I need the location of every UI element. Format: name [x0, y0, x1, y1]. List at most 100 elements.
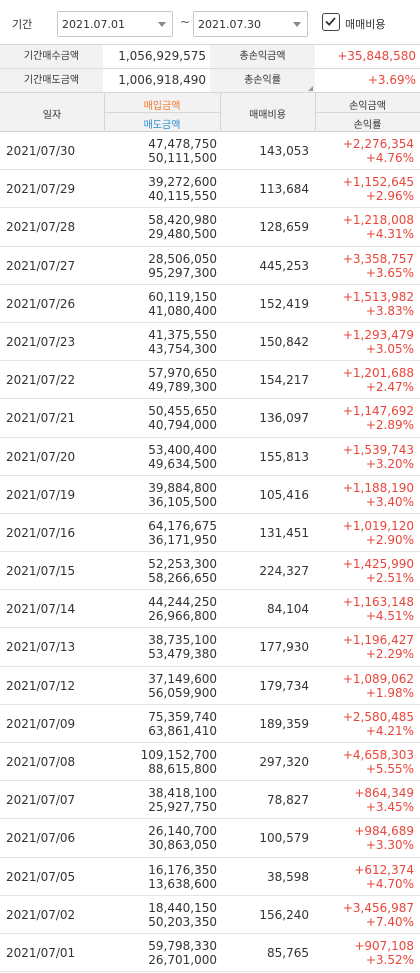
- row-pl-rate: +4.70%: [365, 876, 414, 891]
- table-row[interactable]: 2021/07/27 28,506,050 95,297,300 445,253 +3,…: [0, 247, 420, 285]
- table-row[interactable]: 2021/07/20 53,400,400 49,634,500 155,813 +1,…: [0, 438, 420, 476]
- table-row[interactable]: 2021/07/07 38,418,100 25,927,750 78,827 +864…: [0, 781, 420, 820]
- row-sell-amount: 29,480,500: [148, 227, 217, 242]
- header-pl-amount[interactable]: 손익금액: [349, 101, 386, 112]
- table-row[interactable]: 2021/07/06 26,140,700 30,863,050 100,579 +98…: [0, 819, 420, 858]
- table-row[interactable]: 2021/07/08 109,152,700 88,615,800 297,320 +4…: [0, 743, 420, 782]
- total-pl-label: 총손익금액: [210, 45, 315, 68]
- row-pl-amount: +1,196,427: [342, 633, 414, 648]
- row-fee: 177,930: [259, 640, 309, 655]
- row-date: 2021/07/27: [6, 258, 76, 273]
- table-row[interactable]: 2021/07/19 39,884,800 36,105,500 105,416 +1,…: [0, 476, 420, 514]
- row-sell-amount: 26,701,000: [148, 952, 217, 967]
- row-pl-rate: +3.65%: [365, 265, 414, 280]
- table-row[interactable]: 2021/07/23 41,375,550 43,754,300 150,842 +1,…: [0, 323, 420, 362]
- row-buy-amount: 38,418,100: [148, 786, 217, 801]
- start-date-select[interactable]: 2021.07.01: [57, 11, 173, 37]
- row-date: 2021/07/05: [6, 869, 76, 884]
- row-buy-amount: 109,152,700: [140, 748, 217, 762]
- row-sell-amount: 49,634,500: [148, 456, 217, 471]
- table-row[interactable]: 2021/07/30 47,478,750 50,111,500 143,053 +2,…: [0, 132, 420, 171]
- row-fee: 78,827: [267, 793, 309, 808]
- row-buy-amount: 39,272,600: [148, 175, 217, 190]
- row-pl-rate: +1.98%: [365, 685, 414, 700]
- header-date[interactable]: 일자: [42, 110, 62, 121]
- row-fee: 100,579: [259, 831, 309, 846]
- row-fee: 85,765: [267, 945, 309, 960]
- end-date-value: 2021.07.30: [198, 18, 261, 31]
- row-pl-amount: +2,580,485: [342, 709, 414, 724]
- row-fee: 136,097: [259, 411, 309, 426]
- period-label: 기간: [12, 18, 33, 31]
- period-buy-value: 1,056,929,575: [118, 49, 206, 63]
- table-row[interactable]: 2021/07/02 18,440,150 50,203,350 156,240 +3,…: [0, 896, 420, 934]
- row-pl-amount: +1,425,990: [342, 557, 414, 572]
- row-fee: 156,240: [259, 907, 309, 922]
- row-pl-rate: +3.45%: [365, 800, 414, 815]
- row-fee: 113,684: [259, 182, 309, 197]
- header-buy-amount[interactable]: 매입금액: [143, 101, 181, 112]
- row-pl-amount: +1,539,743: [342, 442, 414, 457]
- table-row[interactable]: 2021/07/05 16,176,350 13,638,600 38,598 +612…: [0, 858, 420, 896]
- row-sell-amount: 36,171,950: [148, 532, 217, 547]
- row-fee: 179,734: [259, 678, 309, 693]
- start-date-value: 2021.07.01: [62, 18, 125, 31]
- row-pl-amount: +612,374: [354, 862, 414, 877]
- chevron-down-icon: [293, 22, 301, 27]
- row-pl-rate: +2.96%: [365, 189, 414, 204]
- header-sell-amount[interactable]: 매도금액: [143, 120, 181, 131]
- resize-corner-icon: [308, 86, 313, 91]
- row-date: 2021/07/29: [6, 182, 76, 197]
- fee-checkbox[interactable]: [322, 13, 340, 31]
- row-pl-rate: +4.51%: [365, 609, 414, 624]
- row-fee: 297,320: [259, 755, 309, 769]
- row-sell-amount: 53,479,380: [148, 647, 217, 662]
- row-sell-amount: 26,966,800: [148, 609, 217, 624]
- row-buy-amount: 16,176,350: [148, 862, 217, 877]
- table-row[interactable]: 2021/07/09 75,359,740 63,861,410 189,359 +2,…: [0, 705, 420, 743]
- header-pl-rate[interactable]: 손익률: [353, 120, 382, 131]
- row-buy-amount: 50,455,650: [148, 404, 217, 419]
- table-row[interactable]: 2021/07/29 39,272,600 40,115,550 113,684 +1,…: [0, 170, 420, 209]
- table-row[interactable]: 2021/07/16 64,176,675 36,171,950 131,451 +1,…: [0, 514, 420, 553]
- row-sell-amount: 88,615,800: [148, 762, 217, 776]
- end-date-select[interactable]: 2021.07.30: [193, 11, 308, 37]
- row-date: 2021/07/21: [6, 411, 76, 426]
- table-row[interactable]: 2021/07/15 52,253,300 58,266,650 224,327 +1,…: [0, 552, 420, 591]
- table-row[interactable]: 2021/07/01 59,798,330 26,701,000 85,765 +907…: [0, 934, 420, 973]
- table-row[interactable]: 2021/07/21 50,455,650 40,794,000 136,097 +1,…: [0, 399, 420, 438]
- date-range-separator: ~: [180, 15, 191, 29]
- row-buy-amount: 60,119,150: [148, 289, 217, 304]
- row-pl-amount: +4,658,303: [342, 748, 414, 762]
- row-pl-rate: +3.40%: [365, 494, 414, 509]
- row-pl-rate: +2.90%: [365, 532, 414, 547]
- row-fee: 224,327: [259, 564, 309, 579]
- row-pl-rate: +3.83%: [365, 303, 414, 318]
- period-buy-label: 기간매수금액: [0, 45, 103, 68]
- row-fee: 128,659: [259, 220, 309, 235]
- table-row[interactable]: 2021/07/12 37,149,600 56,059,900 179,734 +1,…: [0, 667, 420, 705]
- period-filter-bar: 기간 2021.07.01 ~ 2021.07.30 매매비용: [0, 0, 420, 44]
- row-fee: 143,053: [259, 144, 309, 158]
- header-fee[interactable]: 매매비용: [249, 110, 286, 121]
- total-rate-label: 총손익률: [210, 69, 315, 92]
- table-row[interactable]: 2021/07/14 44,244,250 26,966,800 84,104 +1,1…: [0, 590, 420, 629]
- table-row[interactable]: 2021/07/26 60,119,150 41,080,400 152,419 +1,…: [0, 285, 420, 323]
- row-pl-rate: +4.31%: [365, 227, 414, 242]
- row-sell-amount: 56,059,900: [148, 685, 217, 700]
- row-buy-amount: 26,140,700: [148, 824, 217, 839]
- total-pl-value: +35,848,580: [337, 49, 416, 63]
- table-row[interactable]: 2021/07/22 57,970,650 49,789,300 154,217 +1,…: [0, 361, 420, 400]
- fee-checkbox-label[interactable]: 매매비용: [345, 18, 386, 31]
- row-date: 2021/07/23: [6, 334, 76, 349]
- row-buy-amount: 64,176,675: [148, 518, 217, 533]
- row-date: 2021/07/30: [6, 144, 76, 158]
- row-pl-amount: +1,089,062: [342, 671, 414, 686]
- checkmark-icon: [325, 17, 336, 26]
- row-buy-amount: 75,359,740: [148, 709, 217, 724]
- table-row[interactable]: 2021/07/28 58,420,980 29,480,500 128,659 +1,…: [0, 208, 420, 247]
- row-date: 2021/07/16: [6, 525, 76, 540]
- table-row[interactable]: 2021/07/13 38,735,100 53,479,380 177,930 +1,…: [0, 628, 420, 667]
- row-pl-amount: +1,147,692: [342, 404, 414, 419]
- row-buy-amount: 18,440,150: [148, 900, 217, 915]
